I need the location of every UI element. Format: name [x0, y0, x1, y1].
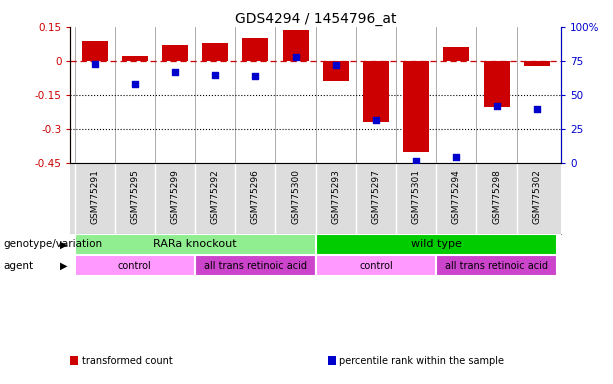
- Bar: [524, 61, 550, 66]
- Bar: [242, 38, 268, 61]
- Bar: [436, 255, 557, 276]
- Text: wild type: wild type: [411, 239, 462, 249]
- Text: control: control: [359, 261, 393, 271]
- Bar: [322, 61, 349, 81]
- Bar: [443, 47, 470, 61]
- Point: [492, 103, 501, 109]
- Text: GSM775299: GSM775299: [170, 169, 180, 224]
- Bar: [75, 233, 316, 255]
- Text: GSM775301: GSM775301: [412, 169, 421, 224]
- Point: [170, 69, 180, 75]
- Title: GDS4294 / 1454796_at: GDS4294 / 1454796_at: [235, 12, 397, 26]
- Text: GSM775292: GSM775292: [211, 169, 219, 224]
- Text: agent: agent: [3, 261, 33, 271]
- Bar: [82, 41, 108, 61]
- Bar: [122, 56, 148, 61]
- Point: [89, 61, 99, 67]
- Bar: [316, 233, 557, 255]
- Text: all trans retinoic acid: all trans retinoic acid: [445, 261, 548, 271]
- Text: GSM775291: GSM775291: [90, 169, 99, 224]
- Text: genotype/variation: genotype/variation: [3, 239, 102, 249]
- Bar: [283, 30, 309, 61]
- Point: [291, 54, 300, 60]
- Bar: [202, 43, 228, 61]
- Point: [532, 106, 542, 112]
- Bar: [316, 255, 436, 276]
- Text: ▶: ▶: [60, 239, 67, 249]
- Text: GSM775295: GSM775295: [131, 169, 139, 224]
- Bar: [195, 255, 316, 276]
- Text: GSM775297: GSM775297: [371, 169, 381, 224]
- Text: GSM775296: GSM775296: [251, 169, 260, 224]
- Text: ▶: ▶: [60, 261, 67, 271]
- Text: GSM775302: GSM775302: [532, 169, 541, 224]
- Point: [210, 71, 220, 78]
- Text: GSM775298: GSM775298: [492, 169, 501, 224]
- Point: [331, 62, 341, 68]
- Point: [452, 154, 462, 160]
- Bar: [484, 61, 509, 106]
- Text: control: control: [118, 261, 151, 271]
- Point: [130, 81, 140, 87]
- Text: GSM775294: GSM775294: [452, 169, 461, 224]
- Text: percentile rank within the sample: percentile rank within the sample: [339, 356, 504, 366]
- Bar: [75, 255, 195, 276]
- Text: transformed count: transformed count: [82, 356, 172, 366]
- Point: [371, 117, 381, 123]
- Point: [411, 157, 421, 164]
- Text: GSM775293: GSM775293: [331, 169, 340, 224]
- Text: all trans retinoic acid: all trans retinoic acid: [204, 261, 307, 271]
- Bar: [403, 61, 429, 152]
- Bar: [363, 61, 389, 122]
- Text: RARa knockout: RARa knockout: [153, 239, 237, 249]
- Text: GSM775300: GSM775300: [291, 169, 300, 224]
- Point: [251, 73, 261, 79]
- Bar: [162, 45, 188, 61]
